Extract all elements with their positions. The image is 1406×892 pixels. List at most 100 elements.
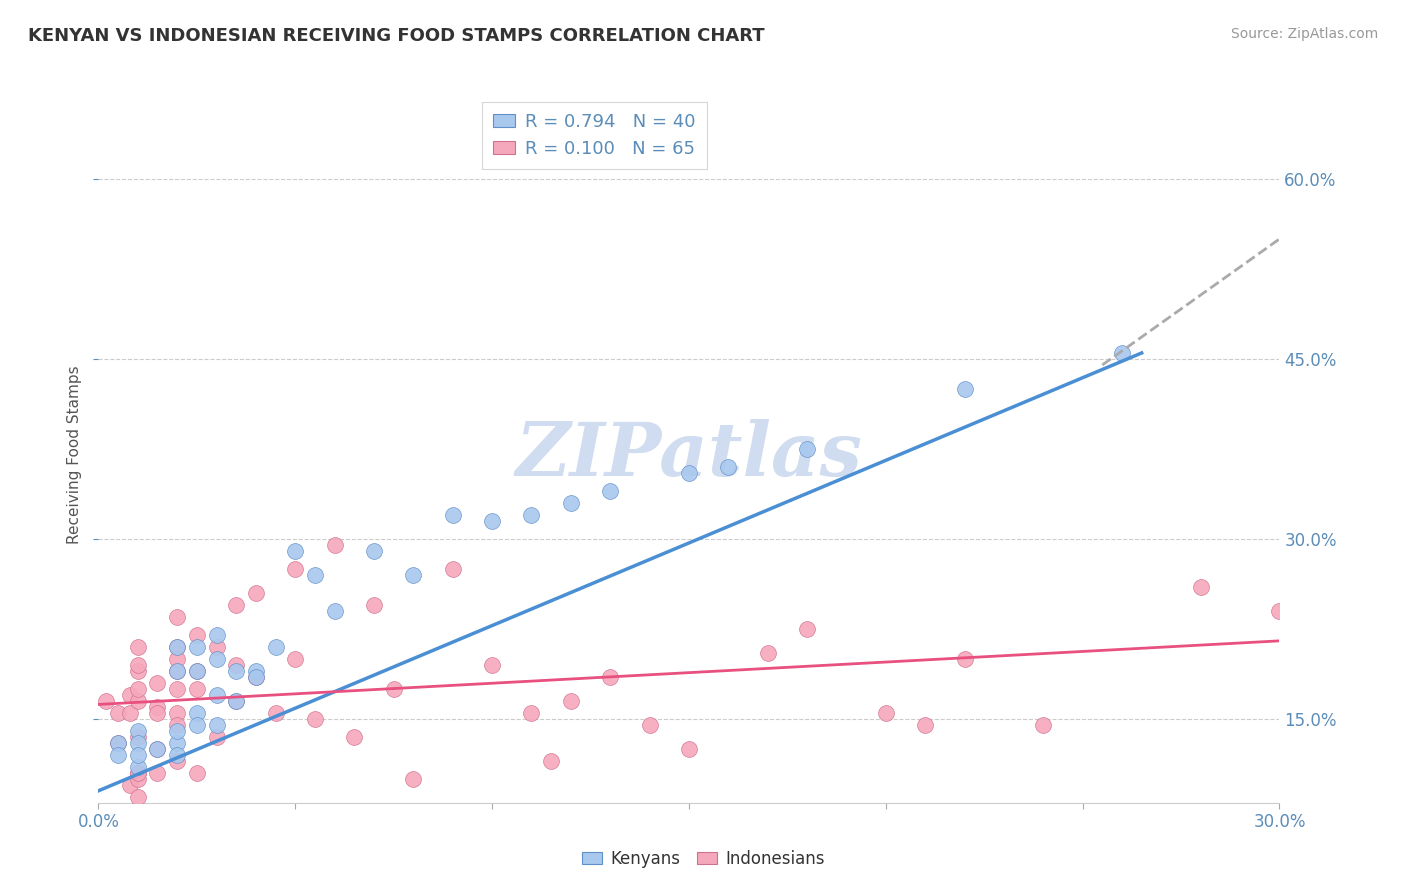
Point bbox=[166, 706, 188, 720]
Point bbox=[1268, 604, 1291, 618]
Point bbox=[205, 628, 228, 642]
Point bbox=[323, 604, 346, 618]
Point bbox=[107, 747, 129, 762]
Point bbox=[166, 723, 188, 738]
Point bbox=[245, 670, 267, 684]
Point bbox=[304, 567, 326, 582]
Point bbox=[481, 657, 503, 672]
Point bbox=[796, 622, 818, 636]
Point bbox=[875, 706, 897, 720]
Point bbox=[284, 652, 307, 666]
Point bbox=[146, 741, 169, 756]
Point bbox=[107, 736, 129, 750]
Point bbox=[264, 706, 287, 720]
Point bbox=[186, 664, 208, 678]
Point bbox=[560, 694, 582, 708]
Point bbox=[599, 670, 621, 684]
Point bbox=[245, 586, 267, 600]
Point bbox=[343, 730, 366, 744]
Text: ZIPatlas: ZIPatlas bbox=[516, 418, 862, 491]
Point bbox=[127, 730, 149, 744]
Text: Source: ZipAtlas.com: Source: ZipAtlas.com bbox=[1230, 27, 1378, 41]
Point bbox=[127, 681, 149, 696]
Point bbox=[638, 718, 661, 732]
Point bbox=[127, 765, 149, 780]
Point bbox=[225, 657, 247, 672]
Point bbox=[441, 562, 464, 576]
Point bbox=[186, 628, 208, 642]
Point bbox=[107, 706, 129, 720]
Point bbox=[127, 765, 149, 780]
Point bbox=[796, 442, 818, 456]
Point bbox=[382, 681, 405, 696]
Point bbox=[481, 514, 503, 528]
Point bbox=[166, 652, 188, 666]
Point bbox=[127, 664, 149, 678]
Point bbox=[225, 664, 247, 678]
Point bbox=[186, 664, 208, 678]
Point bbox=[1111, 346, 1133, 360]
Text: KENYAN VS INDONESIAN RECEIVING FOOD STAMPS CORRELATION CHART: KENYAN VS INDONESIAN RECEIVING FOOD STAM… bbox=[28, 27, 765, 45]
Point bbox=[520, 706, 543, 720]
Point bbox=[127, 772, 149, 786]
Point bbox=[127, 789, 149, 804]
Point bbox=[127, 657, 149, 672]
Point bbox=[166, 640, 188, 654]
Point bbox=[402, 772, 425, 786]
Point bbox=[146, 741, 169, 756]
Point bbox=[225, 694, 247, 708]
Point bbox=[127, 736, 149, 750]
Point bbox=[363, 598, 385, 612]
Point bbox=[245, 670, 267, 684]
Point bbox=[166, 610, 188, 624]
Point bbox=[205, 730, 228, 744]
Point bbox=[127, 640, 149, 654]
Point bbox=[205, 640, 228, 654]
Point bbox=[225, 694, 247, 708]
Point bbox=[146, 699, 169, 714]
Point bbox=[205, 718, 228, 732]
Point bbox=[186, 681, 208, 696]
Point bbox=[953, 652, 976, 666]
Point bbox=[186, 718, 208, 732]
Point bbox=[284, 562, 307, 576]
Point bbox=[304, 712, 326, 726]
Point bbox=[96, 694, 118, 708]
Point bbox=[205, 688, 228, 702]
Point bbox=[953, 382, 976, 396]
Point bbox=[717, 459, 740, 474]
Point bbox=[166, 718, 188, 732]
Point bbox=[756, 646, 779, 660]
Point bbox=[127, 723, 149, 738]
Point bbox=[118, 688, 141, 702]
Point bbox=[186, 765, 208, 780]
Point bbox=[127, 694, 149, 708]
Point bbox=[118, 706, 141, 720]
Point bbox=[1189, 580, 1212, 594]
Point bbox=[146, 676, 169, 690]
Point bbox=[678, 466, 700, 480]
Y-axis label: Receiving Food Stamps: Receiving Food Stamps bbox=[67, 366, 83, 544]
Legend: Kenyans, Indonesians: Kenyans, Indonesians bbox=[575, 844, 831, 875]
Point bbox=[166, 664, 188, 678]
Point bbox=[599, 483, 621, 498]
Point bbox=[225, 598, 247, 612]
Point bbox=[166, 664, 188, 678]
Point bbox=[520, 508, 543, 522]
Point bbox=[402, 567, 425, 582]
Point bbox=[166, 747, 188, 762]
Point bbox=[186, 706, 208, 720]
Point bbox=[560, 496, 582, 510]
Point bbox=[166, 736, 188, 750]
Point bbox=[363, 544, 385, 558]
Point bbox=[264, 640, 287, 654]
Point bbox=[186, 640, 208, 654]
Point bbox=[540, 754, 562, 768]
Point bbox=[166, 640, 188, 654]
Point bbox=[323, 538, 346, 552]
Legend: R = 0.794   N = 40, R = 0.100   N = 65: R = 0.794 N = 40, R = 0.100 N = 65 bbox=[482, 103, 707, 169]
Point bbox=[118, 778, 141, 792]
Point bbox=[107, 736, 129, 750]
Point bbox=[205, 652, 228, 666]
Point bbox=[166, 754, 188, 768]
